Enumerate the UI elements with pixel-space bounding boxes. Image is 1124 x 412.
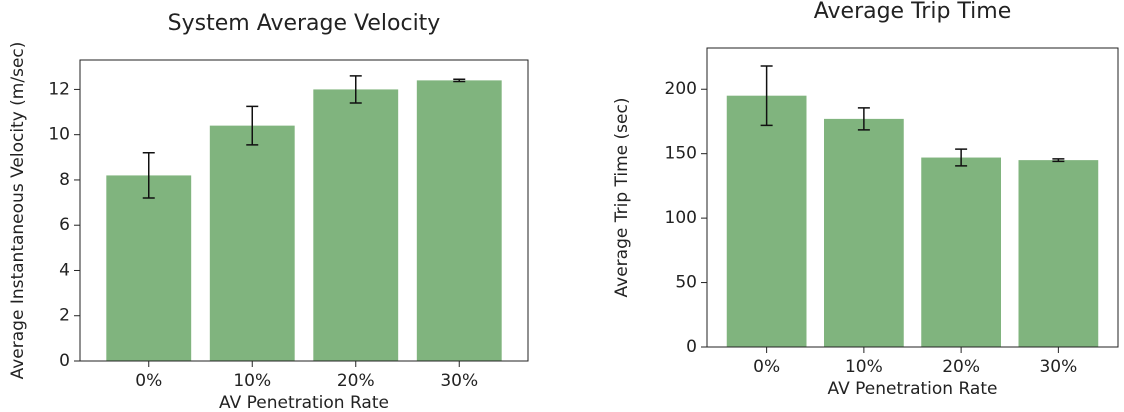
- y-tick-label: 50: [675, 273, 697, 293]
- x-tick-label: 30%: [440, 371, 478, 391]
- y-tick-label: 0: [59, 351, 70, 371]
- bar: [726, 95, 807, 347]
- y-tick-label: 10: [48, 125, 70, 145]
- error-bar: [857, 107, 870, 131]
- y-tick-label: 200: [665, 79, 697, 99]
- bar: [313, 89, 399, 361]
- bar: [416, 80, 502, 362]
- x-tick-label: 10%: [845, 357, 883, 377]
- error-bar: [760, 65, 773, 127]
- x-axis-label: AV Penetration Rate: [828, 379, 998, 399]
- y-tick-label: 150: [665, 144, 697, 164]
- bar: [1018, 160, 1099, 347]
- y-tick-label: 4: [59, 260, 70, 280]
- axes-frame: [79, 59, 529, 362]
- error-bar: [955, 148, 968, 167]
- chart-title: Average Trip Time: [814, 0, 1012, 24]
- x-tick-label: 20%: [942, 357, 980, 377]
- x-tick-label: 0%: [135, 371, 162, 391]
- x-tick-label: 20%: [337, 371, 375, 391]
- y-axis-label: Average Trip Time (sec): [612, 98, 632, 298]
- x-tick-label: 0%: [753, 357, 780, 377]
- y-tick-label: 8: [59, 170, 70, 190]
- y-tick-label: 100: [665, 208, 697, 228]
- error-bar: [246, 105, 259, 146]
- y-axis-label: Average Instantaneous Velocity (m/sec): [8, 42, 28, 380]
- x-tick-label: 10%: [233, 371, 271, 391]
- error-bar: [349, 75, 362, 104]
- axes-frame: [706, 47, 1119, 348]
- y-tick-label: 6: [59, 215, 70, 235]
- x-axis-label: AV Penetration Rate: [219, 393, 389, 412]
- y-tick-label: 2: [59, 306, 70, 326]
- x-tick-label: 30%: [1039, 357, 1077, 377]
- chart-title: System Average Velocity: [168, 11, 441, 36]
- y-tick-label: 0: [686, 337, 697, 357]
- error-bar: [453, 78, 466, 83]
- bar: [106, 175, 192, 361]
- error-bar: [1052, 158, 1065, 163]
- bar: [824, 118, 904, 347]
- error-bar: [142, 152, 155, 199]
- y-tick-label: 12: [48, 79, 70, 99]
- bar: [921, 157, 1001, 347]
- bar: [209, 125, 295, 361]
